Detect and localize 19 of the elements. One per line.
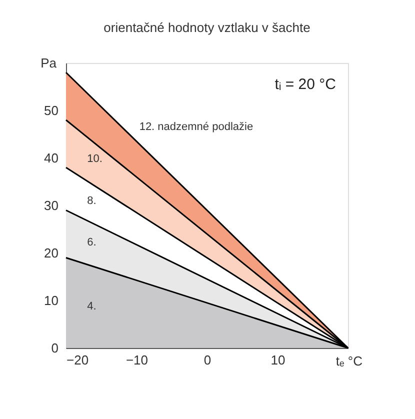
x-tick-label: 0 [204,352,212,368]
y-tick-label: 30 [44,198,58,213]
annotation: tᵢ = 20 °C [274,76,336,93]
x-tick-label: 10 [270,352,286,368]
y-tick-label: 20 [44,246,58,260]
chart-title: orientačné hodnoty vztlaku v šachte [104,20,310,35]
x-tick-label: −10 [126,352,148,368]
y-tick-label: 40 [44,150,58,166]
y-tick-label: 50 [44,103,58,118]
y-tick-label: 10 [44,293,58,308]
series-label: 12. nadzemné podlažie [139,121,254,134]
y-axis-title: Pa [40,56,58,70]
x-axis-title: tₑ °C [336,354,362,368]
series-label: 10. [87,153,102,166]
series-label: 6. [87,236,96,249]
x-tick-label: −20 [66,352,89,368]
series-label: 4. [87,300,96,312]
series-label: 8. [87,194,96,207]
y-tick-label: 0 [51,340,58,356]
